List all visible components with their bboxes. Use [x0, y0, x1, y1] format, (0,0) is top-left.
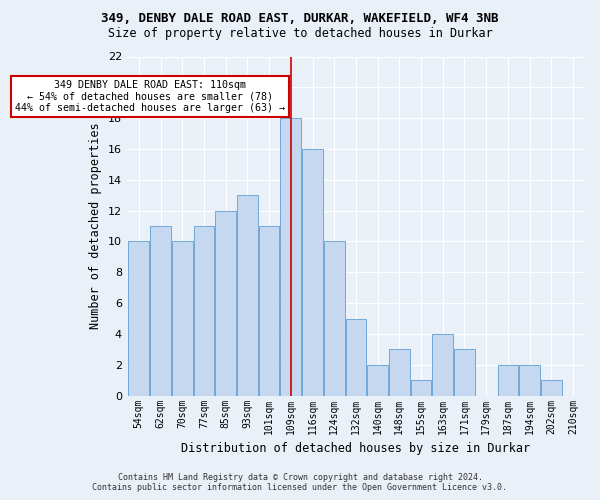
Bar [150, 226, 171, 396]
Bar [302, 149, 323, 396]
Text: Size of property relative to detached houses in Durkar: Size of property relative to detached ho… [107, 28, 493, 40]
Text: 349, DENBY DALE ROAD EAST, DURKAR, WAKEFIELD, WF4 3NB: 349, DENBY DALE ROAD EAST, DURKAR, WAKEF… [101, 12, 499, 26]
Y-axis label: Number of detached properties: Number of detached properties [89, 123, 102, 330]
Bar [194, 226, 214, 396]
Bar [541, 380, 562, 396]
Text: 349 DENBY DALE ROAD EAST: 110sqm
← 54% of detached houses are smaller (78)
44% o: 349 DENBY DALE ROAD EAST: 110sqm ← 54% o… [14, 80, 284, 113]
Bar [520, 365, 540, 396]
Bar [433, 334, 453, 396]
Bar [346, 318, 366, 396]
Text: Contains HM Land Registry data © Crown copyright and database right 2024.
Contai: Contains HM Land Registry data © Crown c… [92, 473, 508, 492]
Bar [324, 242, 344, 396]
X-axis label: Distribution of detached houses by size in Durkar: Distribution of detached houses by size … [181, 442, 530, 455]
Bar [411, 380, 431, 396]
Bar [367, 365, 388, 396]
Bar [389, 350, 410, 396]
Bar [172, 242, 193, 396]
Bar [215, 210, 236, 396]
Bar [237, 195, 257, 396]
Bar [280, 118, 301, 396]
Bar [454, 350, 475, 396]
Bar [497, 365, 518, 396]
Bar [259, 226, 280, 396]
Bar [128, 242, 149, 396]
